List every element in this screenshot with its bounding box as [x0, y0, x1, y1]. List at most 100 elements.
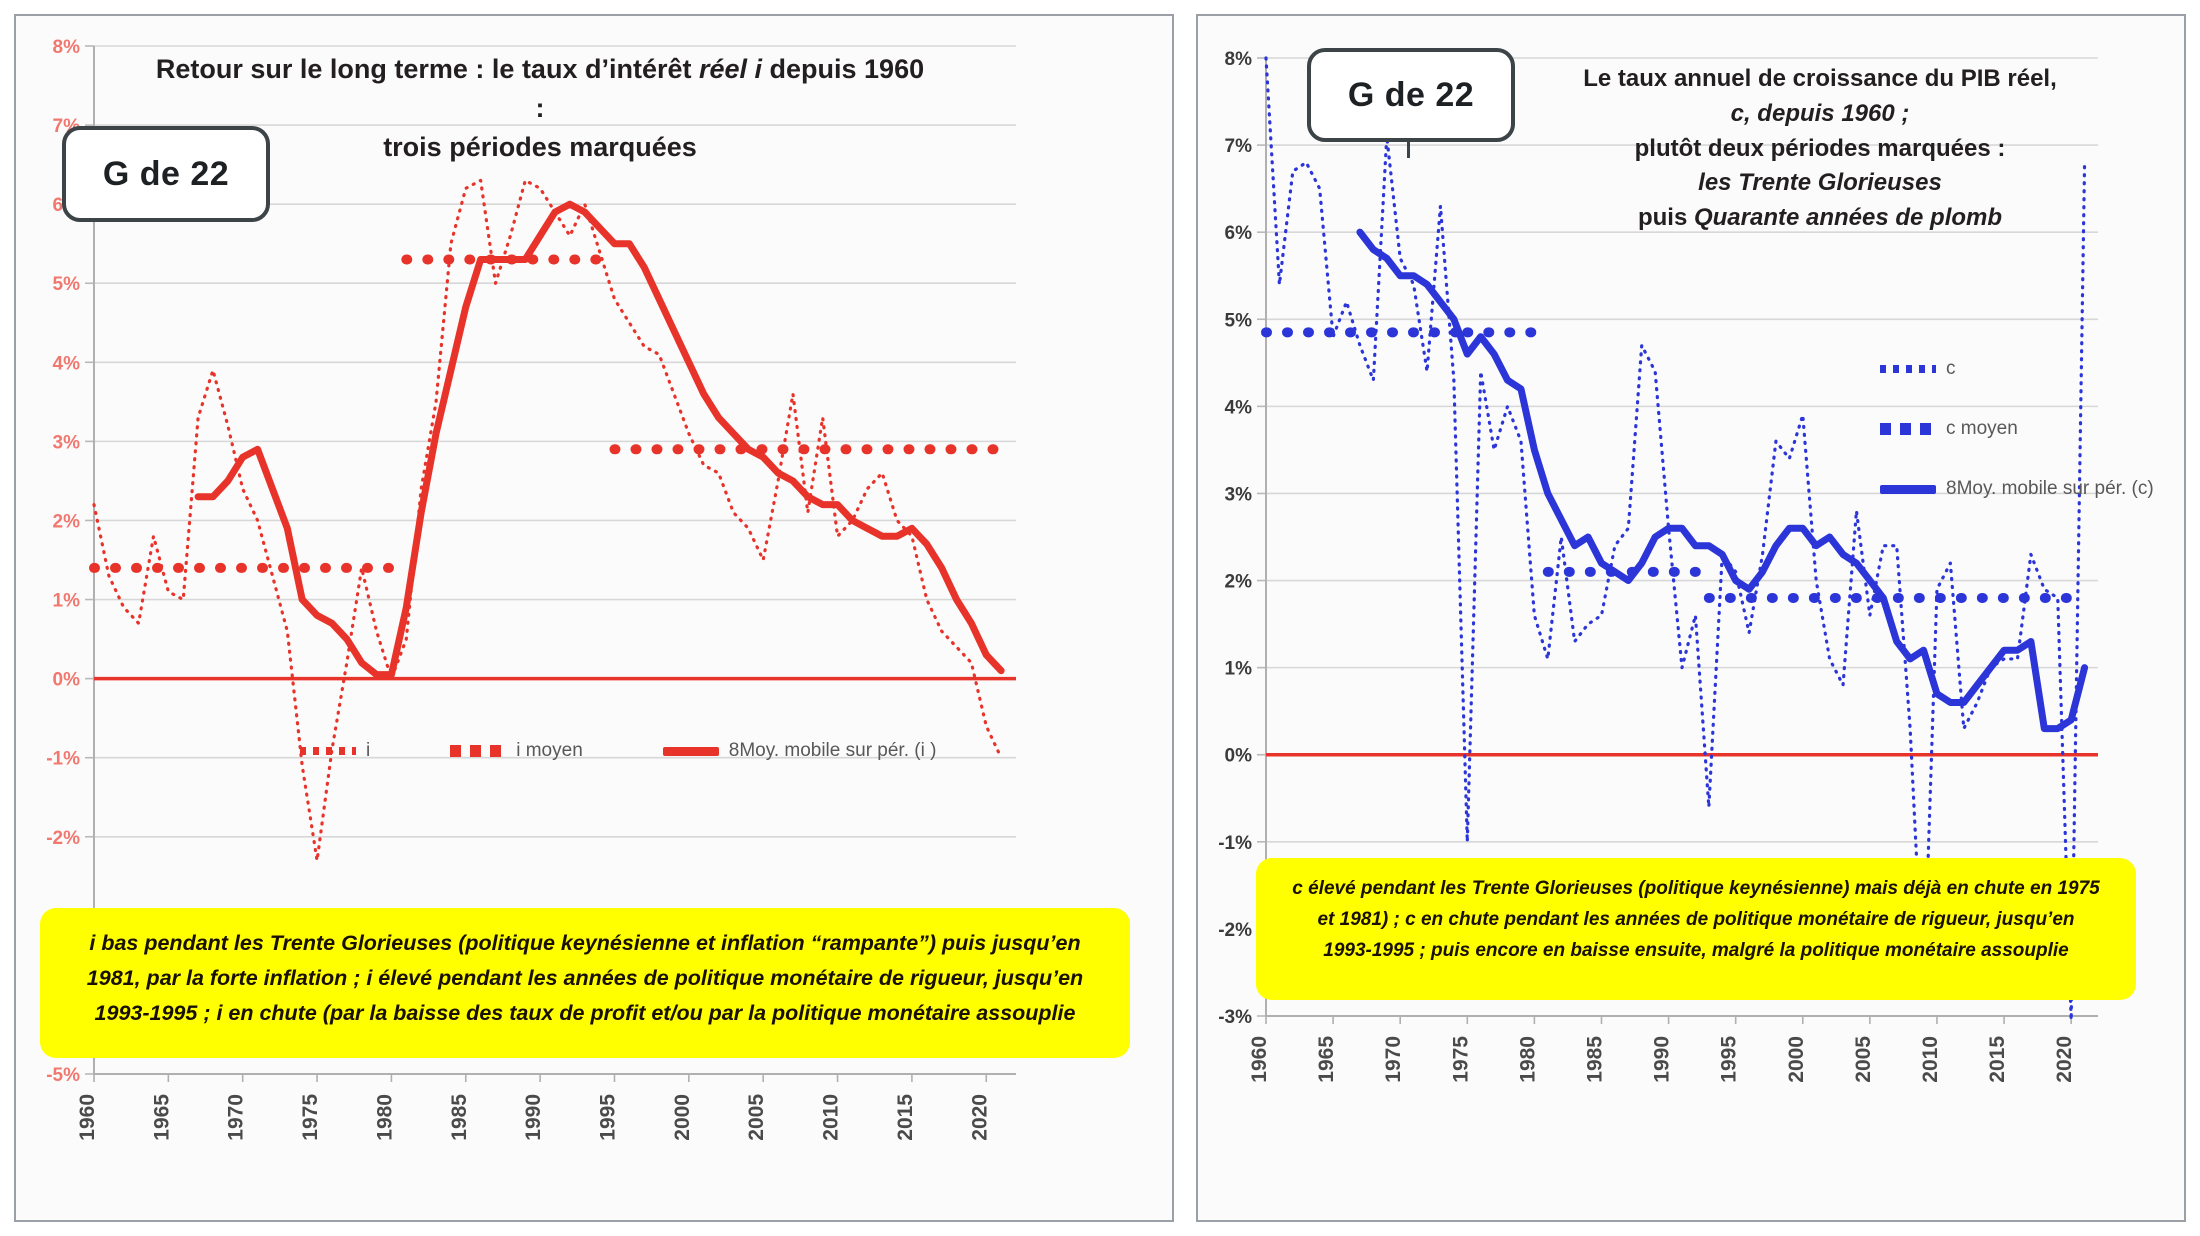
y-axis-tick-label: -2% — [46, 828, 80, 849]
legend-label-i-moving-average: 8Moy. mobile sur pér. (i ) — [728, 740, 937, 761]
x-axis-tick-label: 2015 — [894, 1094, 917, 1141]
y-axis-tick-label: 5% — [53, 274, 81, 295]
x-axis-tick-label: 2000 — [671, 1094, 694, 1141]
series-line — [1264, 56, 2087, 1022]
legend-label-i-moyen: i moyen — [516, 740, 583, 761]
x-axis-tick-label: 1980 — [373, 1094, 396, 1141]
x-axis-tick-label: 1995 — [1718, 1036, 1741, 1083]
left-note-line1: i bas pendant les Trente Glorieuses (pol… — [62, 926, 1108, 961]
x-axis-tick-label: 1985 — [1583, 1036, 1606, 1083]
y-axis-tick-label: 7% — [1225, 136, 1253, 157]
right-note-line1: c élevé pendant les Trente Glorieuses (p… — [1276, 874, 2116, 905]
right-note-line2: et 1981) ; c en chute pendant les années… — [1317, 908, 2075, 930]
left-note-line1-c: (politique keynésienne et inflation “ram… — [452, 931, 1081, 955]
right-title-line4: les Trente Glorieuses — [1698, 169, 1942, 197]
legend-label-c: c — [1946, 358, 1956, 379]
y-axis-tick-label: -1% — [46, 749, 80, 770]
legend-swatch-dotted-fine-icon — [300, 747, 356, 755]
slide-badge-left: G de 22 — [62, 126, 270, 222]
y-axis-tick-label: 1% — [1225, 659, 1253, 680]
right-title-line2: c, depuis 1960 ; — [1730, 99, 1910, 127]
x-axis-tick-label: 2020 — [968, 1094, 991, 1141]
right-title-line5-a: puis — [1637, 204, 1694, 232]
y-axis-tick-label: -1% — [1218, 833, 1252, 854]
legend-label-c-moving-average: 8Moy. mobile sur pér. (c) — [1946, 478, 2154, 499]
x-axis-tick-label: 1965 — [150, 1094, 173, 1141]
left-chart-title: Retour sur le long terme : le taux d’int… — [150, 50, 930, 167]
x-axis-tick-label: 1960 — [1248, 1036, 1271, 1083]
y-axis-tick-label: 8% — [1225, 49, 1253, 70]
x-axis-tick-label: 2005 — [745, 1094, 768, 1141]
slide-badge-right: G de 22 — [1307, 48, 1515, 142]
left-note-line1-b: Trente Glorieuses — [269, 931, 453, 955]
x-axis-tick-label: 1980 — [1516, 1036, 1539, 1083]
y-axis-tick-label: 0% — [53, 670, 81, 691]
y-axis-tick-label: 3% — [53, 432, 81, 453]
legend-swatch-dotted-fat-icon — [1880, 423, 1936, 435]
badge-stem — [1407, 132, 1410, 158]
legend-swatch-dotted-fat-icon — [450, 745, 507, 757]
x-axis-tick-label: 1990 — [1651, 1036, 1674, 1083]
x-axis-tick-label: 1965 — [1315, 1036, 1338, 1083]
right-title-line5-b: Quarante années de plomb — [1693, 204, 2003, 232]
right-note-line1-b: Trente Glorieuses — [1471, 878, 1634, 899]
x-axis-tick-label: 1975 — [299, 1094, 322, 1141]
x-axis-tick-label: 2000 — [1785, 1036, 1808, 1083]
right-chart-panel: 8% 7% 6% 5% 4% 3% 2% 1% 0% -1% -2% -3% 1960 1965 1970 1… — [1196, 14, 2186, 1222]
x-axis-tick-label: 2010 — [1919, 1036, 1942, 1083]
left-title-line2: trois périodes marquées — [383, 132, 697, 163]
x-axis-tick-label: 1960 — [76, 1094, 99, 1141]
y-axis-tick-label: 6% — [1225, 223, 1253, 244]
y-axis-tick-label: 1% — [53, 591, 81, 612]
legend-item-c-moyen[interactable]: c moyen — [1880, 418, 2154, 440]
gdp-growth-chart: 8% 7% 6% 5% 4% 3% 2% 1% 0% -1% -2% -3% 1960 1965 1970 1… — [1218, 49, 2098, 1083]
right-title-line5: puis Quarante années de plomb — [1490, 201, 2150, 236]
x-axis-tick-label: 1985 — [448, 1094, 471, 1141]
x-axis-tick-label: 1995 — [596, 1094, 619, 1141]
legend-item-c-moving-average[interactable]: 8Moy. mobile sur pér. (c) — [1880, 478, 2154, 500]
left-title-part-a: Retour sur le long terme : le taux d’int… — [155, 54, 699, 84]
left-title-part-b: réel i — [698, 54, 763, 84]
x-axis-tick-label: 1970 — [1382, 1036, 1405, 1083]
legend-label-c-moyen: c moyen — [1946, 418, 2018, 439]
y-axis-tick-label: -3% — [1218, 1007, 1252, 1028]
legend-swatch-solid-icon — [1880, 484, 1936, 494]
y-axis-tick-label: 4% — [1225, 397, 1253, 418]
x-axis-tick-label: 1975 — [1449, 1036, 1472, 1083]
legend-swatch-solid-icon — [662, 746, 719, 756]
legend-item-i-moving-average[interactable]: 8Moy. mobile sur pér. (i ) — [662, 740, 937, 762]
y-axis-tick-label: 0% — [1225, 746, 1253, 767]
legend-swatch-dotted-fine-icon — [1880, 365, 1936, 373]
slide-badge-right-label: G de 22 — [1347, 75, 1475, 114]
legend-item-i-moyen[interactable]: i moyen — [450, 740, 583, 762]
x-axis-tick-label: 2005 — [1852, 1036, 1875, 1083]
left-title-part-c: depuis 1960 : — [535, 54, 925, 124]
interest-rate-chart: 8%7%6%5%4%3%2%1%0%-1%-2%-5%1960196519701… — [46, 37, 1016, 1141]
series-line — [1356, 228, 2089, 733]
left-chart-legend: i i moyen 8Moy. mobile sur pér. (i ) — [300, 740, 936, 762]
y-axis-tick-label: -5% — [46, 1065, 80, 1086]
left-note-line3: 1993-1995 ; i en chute (par la baisse de… — [94, 1000, 1076, 1025]
right-title-line3: plutôt deux périodes marquées : — [1634, 134, 2006, 162]
x-axis-tick-label: 1970 — [225, 1094, 248, 1141]
y-axis-tick-label: 2% — [53, 511, 81, 532]
x-axis-tick-label: 2020 — [2053, 1036, 2076, 1083]
left-note-line2: 1981, par la forte inflation ; i élevé p… — [86, 965, 1084, 990]
series-line — [194, 200, 1005, 679]
y-axis-tick-label: 4% — [53, 353, 81, 374]
legend-item-c[interactable]: c — [1880, 358, 2154, 380]
right-note-line1-a: c élevé pendant les — [1292, 878, 1472, 899]
right-chart-legend: c c moyen 8Moy. mobile sur pér. (c) — [1880, 358, 2154, 500]
y-axis-tick-label: 5% — [1225, 310, 1253, 331]
x-axis-tick-label: 1990 — [522, 1094, 545, 1141]
x-axis-tick-label: 2010 — [820, 1094, 843, 1141]
series-line — [92, 178, 1003, 863]
legend-item-i[interactable]: i — [300, 740, 370, 762]
y-axis-tick-label: -2% — [1218, 920, 1252, 941]
right-title-line1: Le taux annuel de croissance du PIB réel… — [1583, 65, 2057, 92]
y-axis-tick-label: 2% — [1225, 572, 1253, 593]
legend-label-i: i — [366, 740, 371, 761]
x-axis-tick-label: 2015 — [1986, 1036, 2009, 1083]
slide-badge-left-label: G de 22 — [102, 154, 230, 193]
